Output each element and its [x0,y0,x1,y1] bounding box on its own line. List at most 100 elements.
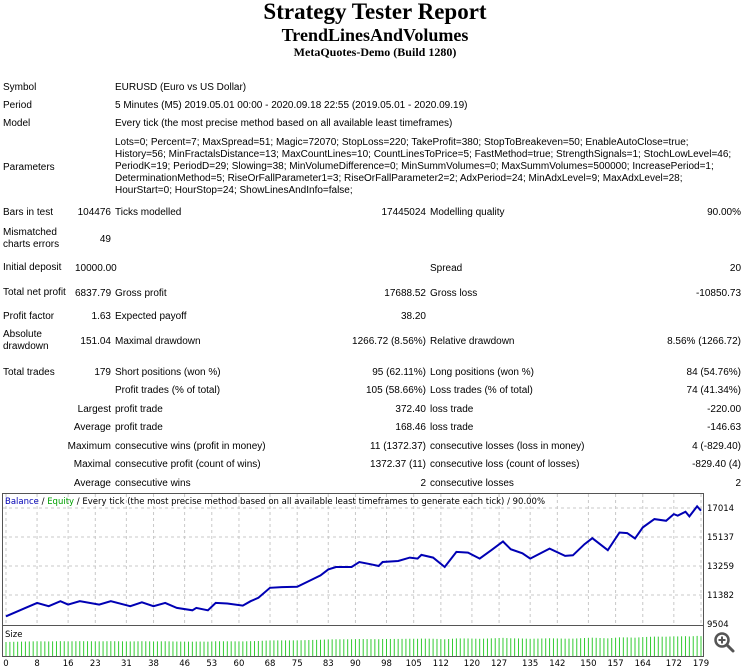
chart-grid [3,494,703,625]
y-tick-label: 9504 [707,620,729,630]
x-tick-label: 120 [464,659,480,669]
expert-name: TrendLinesAndVolumes [281,25,469,45]
value: 1372.37 (11) [370,459,426,471]
x-tick-label: 105 [406,659,422,669]
value: 17445024 [381,206,427,218]
row-drawdown: Absolute drawdown 151.04 Maximal drawdown 1… [1,327,743,355]
size-bars [5,635,702,656]
label: Maximum [67,440,111,452]
value: 104476 [77,206,111,218]
row-total-trades: Total trades 179 Short positions (won %) 95… [1,363,743,382]
label: Symbol [3,81,37,93]
value: Every tick (the most precise method base… [115,118,453,129]
row-maximum: Maximum consecutive wins (profit in money… [1,437,743,456]
label: Modelling quality [430,206,505,218]
value: 2 [420,477,426,489]
label: Initial deposit [3,262,62,273]
label: Expected payoff [115,310,187,322]
label: loss trade [430,422,474,434]
value: 105 (58.66%) [365,385,426,397]
x-tick-label: 75 [292,659,303,669]
value: 17688.52 [384,287,426,299]
label: Average [73,477,111,489]
x-tick-label: 46 [179,659,190,669]
x-tick-label: 8 [34,659,39,669]
value: 20 [729,262,742,274]
row-profit-trades: Profit trades (% of total) 105 (58.66%) Lo… [1,382,743,401]
value: -220.00 [707,403,742,415]
x-tick-label: 179 [693,659,709,669]
chart-frame [2,493,704,657]
chart-legend: Balance / Equity / Every tick (the most … [5,497,545,507]
size-panel-label: Size [5,630,22,640]
label: Short positions (won %) [115,366,221,378]
zoom-icon[interactable] [714,632,735,653]
x-tick-label: 142 [549,659,565,669]
label: Gross loss [430,287,478,299]
value: -146.63 [707,422,742,434]
label: Mismatched charts errors [3,227,60,250]
value: 4 (-829.40) [692,440,742,452]
label: consecutive losses [430,477,514,489]
label: profit trade [115,422,163,434]
legend-equity: Equity [47,497,74,507]
row-parameters: Parameters Lots=0; Percent=7; MaxSpread=5… [1,133,743,201]
row-deposit: Initial deposit 10000.00 Spread 20 [1,255,743,281]
value: 11 (1372.37) [370,440,426,452]
label: consecutive wins [115,477,191,489]
value: 168.46 [395,422,426,434]
x-tick-label: 135 [522,659,538,669]
balance-line [5,504,702,618]
x-tick-label: 83 [323,659,334,669]
label: Long positions (won %) [430,366,534,378]
row-average-consecutive: Average consecutive wins 2 consecutive loss… [1,474,743,493]
value: 151.04 [80,335,111,347]
value: 179 [94,366,111,378]
x-tick-label: 68 [265,659,276,669]
legend-model: / Every tick (the most precise method ba… [74,497,545,507]
value: 74 (41.34%) [686,385,742,397]
legend-sep: / [39,497,47,507]
value: 8.56% (1266.72) [667,335,742,347]
row-symbol: Symbol EURUSD (Euro vs US Dollar) [1,78,743,96]
value: EURUSD (Euro vs US Dollar) [115,81,247,93]
label: profit trade [115,403,163,415]
label: Absolute drawdown [3,329,49,352]
value: 1266.72 (8.56%) [352,335,426,347]
y-tick-label: 17014 [707,504,734,514]
label: consecutive wins (profit in money) [115,440,266,452]
x-tick-label: 157 [607,659,623,669]
x-tick-label: 127 [491,659,507,669]
report-table: Symbol EURUSD (Euro vs US Dollar) Period 5… [1,78,743,493]
label: Gross profit [115,287,167,299]
label: Total net profit [3,287,66,298]
label: Parameters [3,161,55,173]
x-tick-label: 98 [381,659,392,669]
label: Ticks modelled [115,206,182,218]
label: Period [3,99,32,111]
value: -829.40 (4) [692,459,742,471]
x-tick-label: 0 [3,659,8,669]
x-tick-label: 164 [635,659,651,669]
x-tick-label: 23 [90,659,101,669]
label: consecutive profit (count of wins) [115,459,261,471]
value: -10850.73 [695,287,742,299]
label: consecutive loss (count of losses) [430,459,580,471]
row-period: Period 5 Minutes (M5) 2019.05.01 00:00 - … [1,96,743,114]
label: Total trades [3,366,55,378]
y-axis: 17014 15137 13259 11382 9504 [707,504,734,630]
label: Spread [430,262,463,274]
server-build: MetaQuotes-Demo (Build 1280) [293,45,457,59]
report-title: Strategy Tester Report [263,0,487,24]
label: Profit trades (% of total) [115,385,221,397]
row-net-profit: Total net profit 6837.79 Gross profit 17688… [1,281,743,305]
value: 5 Minutes (M5) 2019.05.01 00:00 - 2020.0… [115,99,468,111]
row-maximal: Maximal consecutive profit (count of wins… [1,456,743,475]
label: Profit factor [3,310,55,322]
legend-balance: Balance [5,497,39,507]
value: 90.00% [707,206,742,218]
row-largest: Largest profit trade 372.40 loss trade -220.… [1,400,743,419]
label: consecutive losses (loss in money) [430,440,585,452]
label: Average [73,422,111,434]
x-tick-label: 16 [63,659,74,669]
